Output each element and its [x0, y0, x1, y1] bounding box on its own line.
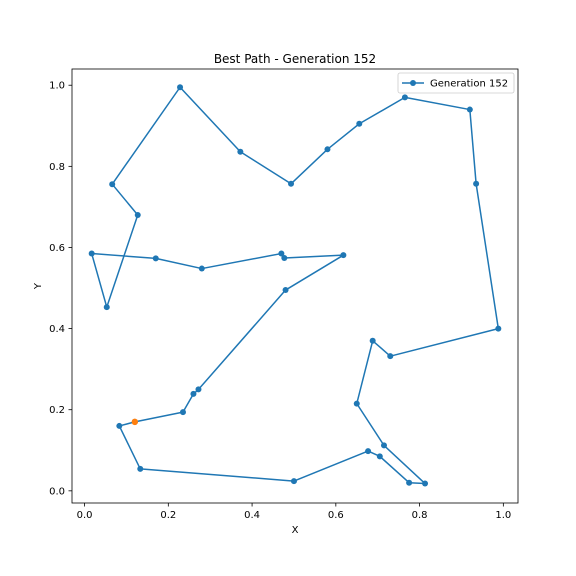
path-point	[356, 121, 362, 127]
path-point	[340, 252, 346, 258]
path-point	[406, 480, 412, 486]
path-point	[467, 107, 473, 113]
plot-area	[72, 69, 518, 503]
x-tick-label: 0.6	[328, 510, 344, 521]
x-tick-label: 0.8	[412, 510, 428, 521]
path-point	[180, 409, 186, 415]
path-point	[283, 287, 289, 293]
legend-marker	[410, 80, 416, 86]
path-point	[89, 251, 95, 257]
path-point	[177, 84, 183, 90]
path-point	[199, 266, 205, 272]
x-tick-label: 0.2	[160, 510, 176, 521]
path-point	[291, 478, 297, 484]
path-point	[381, 442, 387, 448]
y-axis-label: Y	[33, 282, 44, 290]
legend-label: Generation 152	[430, 79, 508, 90]
x-tick-label: 0.0	[77, 510, 93, 521]
path-point	[324, 146, 330, 152]
path-point	[104, 304, 110, 310]
x-tick-label: 1.0	[495, 510, 511, 521]
path-point	[109, 181, 115, 187]
path-point	[473, 181, 479, 187]
path-point	[377, 453, 383, 459]
path-point	[354, 401, 360, 407]
y-ticks: 0.0 0.2 0.4 0.6 0.8 1.0	[49, 81, 72, 498]
path-point	[370, 338, 376, 344]
x-axis-label: X	[292, 525, 299, 536]
path-point	[237, 149, 243, 155]
path-point	[195, 386, 201, 392]
path-point	[387, 353, 393, 359]
chart-title: Best Path - Generation 152	[214, 52, 376, 66]
x-ticks: 0.0 0.2 0.4 0.6 0.8 1.0	[77, 503, 512, 521]
path-point	[402, 94, 408, 100]
path-point	[190, 391, 196, 397]
path-point	[495, 326, 501, 332]
y-tick-label: 0.0	[49, 486, 65, 497]
start-point	[132, 419, 138, 425]
path-point	[137, 466, 143, 472]
path-point	[288, 181, 294, 187]
y-tick-label: 1.0	[49, 81, 65, 92]
x-tick-label: 0.4	[244, 510, 260, 521]
path-point	[281, 255, 287, 261]
path-point	[422, 481, 428, 487]
path-point	[116, 423, 122, 429]
y-tick-label: 0.2	[49, 405, 65, 416]
y-tick-label: 0.4	[49, 324, 65, 335]
path-point	[365, 448, 371, 454]
path-point	[135, 212, 141, 218]
path-point	[153, 255, 159, 261]
y-tick-label: 0.8	[49, 162, 65, 173]
legend: Generation 152	[398, 73, 514, 93]
y-tick-label: 0.6	[49, 243, 65, 254]
